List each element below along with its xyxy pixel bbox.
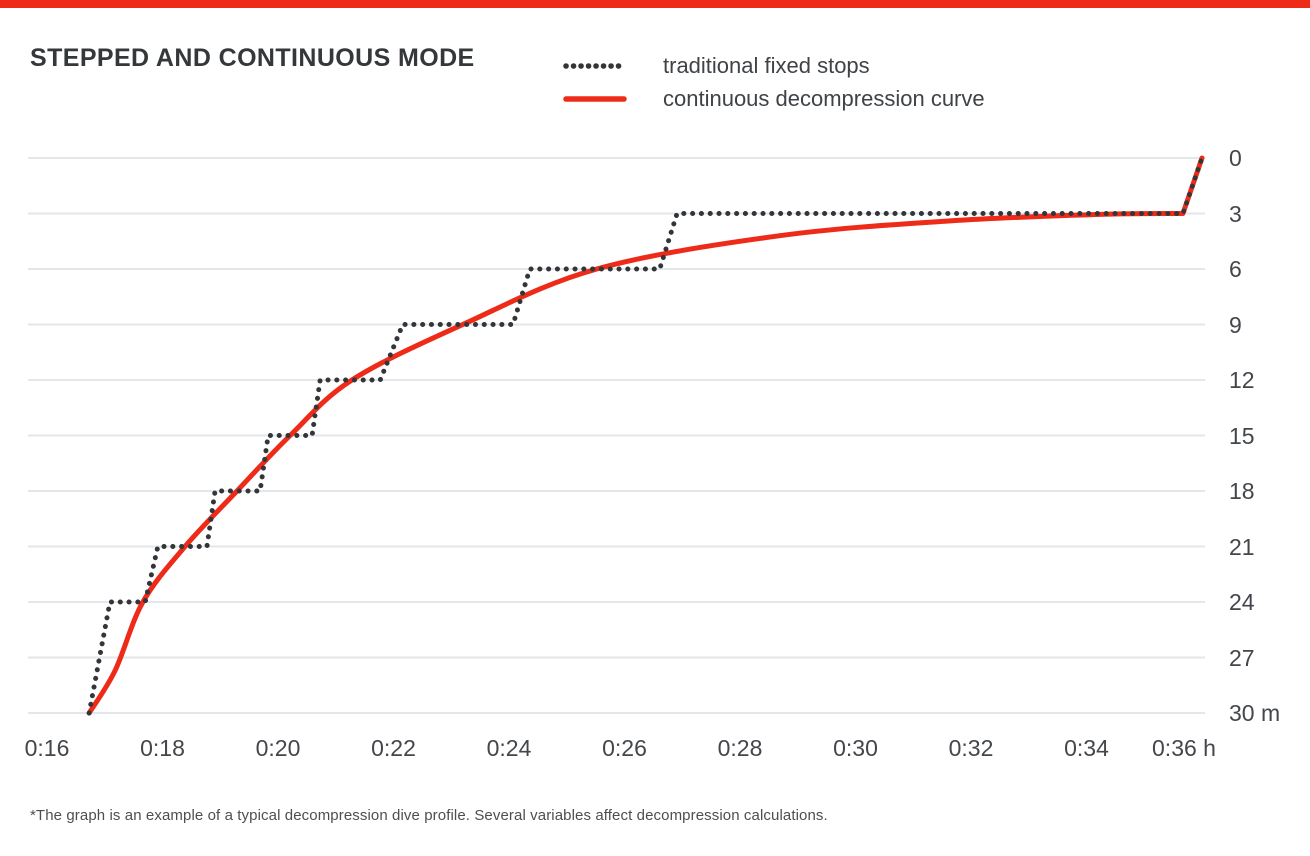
top-accent-bar	[0, 0, 1310, 8]
y-tick-label: 15	[1229, 422, 1255, 449]
chart-footnote: *The graph is an example of a typical de…	[30, 807, 828, 824]
x-tick-label: 0:28	[717, 735, 763, 761]
y-tick-label: 21	[1229, 533, 1255, 560]
x-tick-label: 0:32	[948, 735, 994, 761]
x-tick-label: 0:16	[24, 735, 70, 761]
y-tick-label: 9	[1229, 311, 1242, 338]
legend-item-fixed-stops: traditional fixed stops	[563, 49, 985, 82]
legend-item-continuous-curve: continuous decompression curve	[563, 82, 985, 115]
series-dotted-line	[86, 155, 1205, 716]
y-tick-label: 27	[1229, 644, 1255, 671]
dotted-line-swatch-icon	[563, 62, 630, 70]
solid-line-swatch-icon	[563, 95, 630, 103]
x-tick-label: 0:36 h	[1152, 735, 1216, 761]
x-tick-label: 0:24	[486, 735, 532, 761]
chart-legend: traditional fixed stops continuous decom…	[563, 49, 985, 115]
legend-label-continuous-curve: continuous decompression curve	[663, 85, 985, 111]
y-tick-label: 0	[1229, 145, 1242, 171]
page-title: STEPPED AND CONTINUOUS MODE	[30, 44, 475, 72]
x-tick-label: 0:22	[371, 735, 416, 761]
x-tick-label: 0:34	[1064, 735, 1109, 761]
series-lines	[86, 155, 1205, 716]
y-tick-label: 12	[1229, 367, 1255, 393]
y-tick-label: 6	[1229, 256, 1242, 282]
x-tick-label: 0:20	[255, 735, 301, 761]
y-tick-label: 18	[1229, 478, 1255, 504]
x-tick-label: 0:30	[833, 735, 878, 761]
y-tick-label: 24	[1229, 589, 1255, 615]
y-tick-label: 30 m	[1229, 700, 1281, 726]
x-tick-label: 0:26	[602, 735, 647, 761]
series-solid-line	[86, 155, 1205, 716]
gridlines	[28, 157, 1205, 714]
legend-label-fixed-stops: traditional fixed stops	[663, 52, 870, 78]
x-tick-label: 0:18	[140, 735, 185, 761]
y-tick-label: 3	[1229, 200, 1242, 227]
